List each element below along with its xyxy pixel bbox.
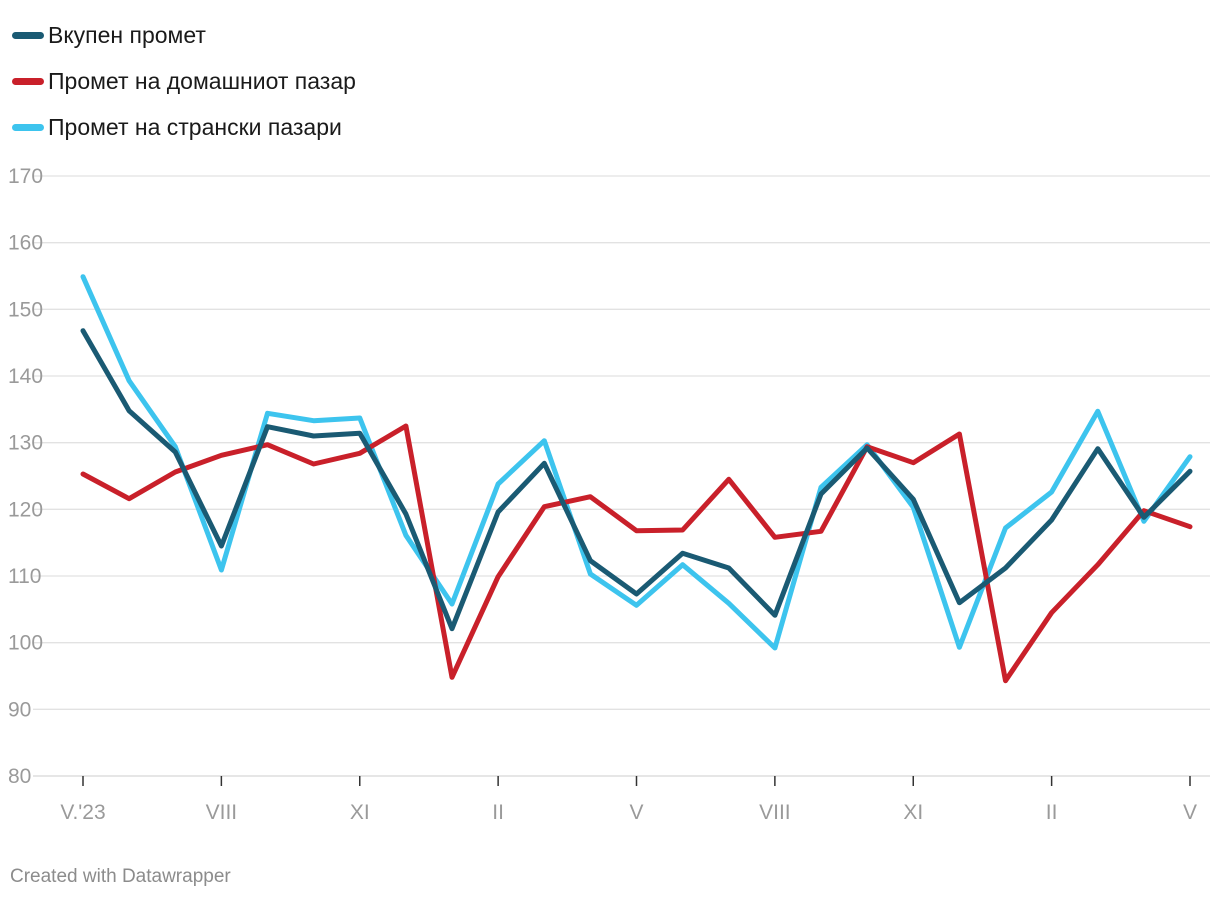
y-tick-label: 130	[8, 432, 43, 455]
series-line	[80, 328, 1193, 632]
y-tick-label: 90	[8, 698, 31, 721]
legend-swatch	[12, 123, 44, 131]
footer-credit: Created with Datawrapper	[10, 866, 231, 887]
x-tick-label: II	[1046, 801, 1058, 824]
x-tick-label: XI	[903, 801, 923, 824]
legend-item: Промет на домашниот пазар	[12, 58, 356, 104]
chart-legend: Вкупен промет Промет на домашниот пазар Пр…	[12, 12, 356, 150]
y-tick-label: 150	[8, 298, 43, 321]
series-layer	[80, 274, 1193, 684]
legend-label: Промет на домашниот пазар	[48, 67, 356, 94]
series-line	[80, 423, 1193, 684]
x-tick-label: V	[1183, 801, 1197, 824]
x-tick-label: V.'23	[60, 801, 105, 824]
y-tick-label: 100	[8, 632, 43, 655]
y-tick-label: 110	[8, 565, 41, 588]
y-tick-label: 120	[8, 498, 43, 521]
x-tick-label: V	[629, 801, 643, 824]
legend-item: Вкупен промет	[12, 12, 356, 58]
y-tick-label: 160	[8, 232, 43, 255]
x-axis-ticks: V.'23 VIII XI II V VIII XI II V	[60, 776, 1197, 824]
legend-swatch	[12, 31, 44, 39]
x-tick-label: VIII	[759, 801, 791, 824]
legend-swatch	[12, 77, 44, 85]
legend-label: Вкупен промет	[48, 21, 206, 48]
legend-label: Промет на странски пазари	[48, 113, 342, 140]
y-tick-label: 140	[8, 365, 43, 388]
series-line	[80, 274, 1193, 651]
x-tick-label: VIII	[206, 801, 238, 824]
y-axis-labels: 80 90 100 110 120 130 140 150 160 170	[8, 165, 43, 788]
y-tick-label: 80	[8, 765, 31, 788]
legend-item: Промет на странски пазари	[12, 104, 356, 150]
x-tick-label: XI	[350, 801, 370, 824]
grid-layer	[33, 175, 1210, 777]
x-tick-label: II	[492, 801, 504, 824]
y-tick-label: 170	[8, 165, 43, 188]
